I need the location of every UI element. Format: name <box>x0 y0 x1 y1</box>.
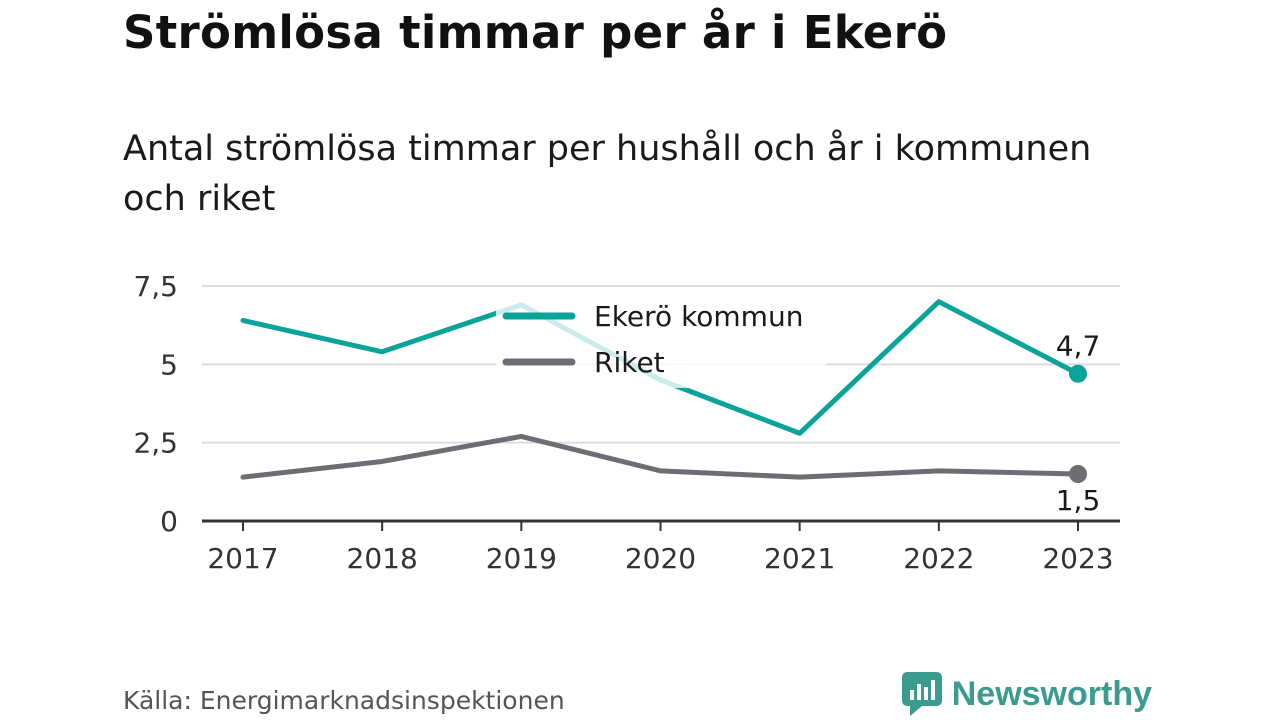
series-end-marker <box>1069 364 1087 383</box>
data-label: 4,7 <box>1056 330 1101 363</box>
x-tick-label: 2020 <box>625 542 696 575</box>
x-tick-label: 2021 <box>764 542 835 575</box>
legend-label: Ekerö kommun <box>594 300 803 333</box>
x-tick-label: 2019 <box>486 542 557 575</box>
chart-subtitle: Antal strömlösa timmar per hushåll och å… <box>123 129 1092 219</box>
y-tick-label: 0 <box>160 505 178 538</box>
y-axis-ticks: 0 2,5 5 7,5 <box>133 270 178 538</box>
series-line-riket <box>240 433 1081 480</box>
y-tick-label: 2,5 <box>133 427 178 460</box>
x-tick-label: 2017 <box>207 542 278 575</box>
series-end-marker <box>1069 465 1087 483</box>
brand-logo: Newsworthy <box>901 672 1152 716</box>
y-tick-label: 7,5 <box>133 270 178 303</box>
brand-name: Newsworthy <box>951 674 1152 713</box>
legend: Ekerö kommun Riket <box>496 296 826 388</box>
chart-title: Strömlösa timmar per år i Ekerö <box>123 6 948 59</box>
newsworthy-logo-icon <box>901 672 942 716</box>
x-tick-label: 2018 <box>347 542 418 575</box>
legend-label: Riket <box>594 346 665 379</box>
data-labels: 4,7 1,5 <box>1056 330 1101 517</box>
x-tick-label: 2023 <box>1042 542 1113 575</box>
legend-background <box>496 296 826 388</box>
y-tick-label: 5 <box>160 348 178 381</box>
source-note: Källa: Energimarknadsinspektionen <box>123 686 565 715</box>
x-tick-label: 2022 <box>903 542 974 575</box>
data-label: 1,5 <box>1056 484 1101 517</box>
x-axis: 2017 2018 2019 2020 2021 2022 2023 <box>202 519 1120 575</box>
